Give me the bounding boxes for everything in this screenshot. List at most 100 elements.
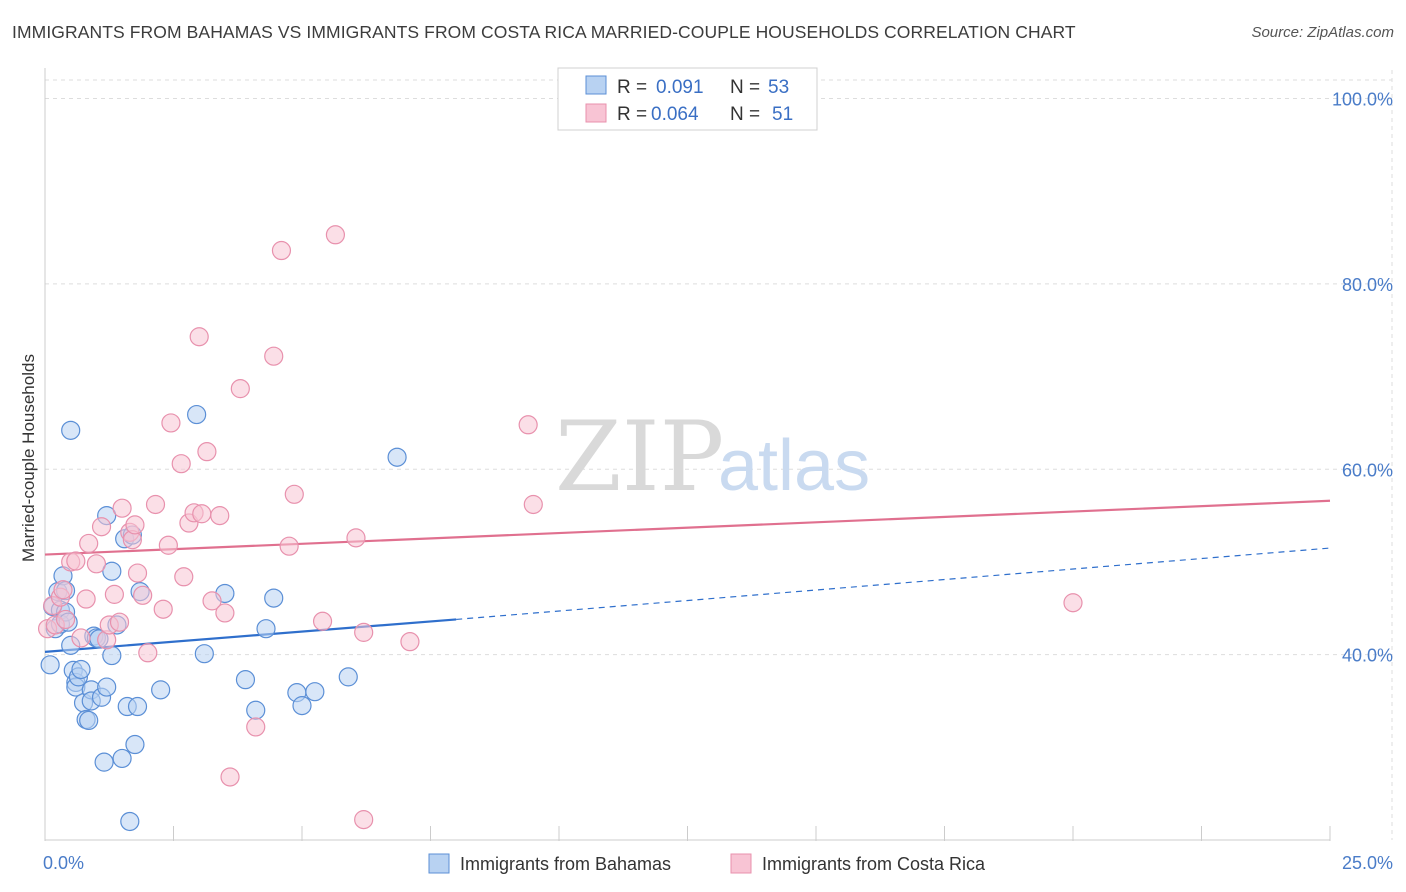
chart-source: Source: ZipAtlas.com	[1251, 24, 1394, 41]
legend-r-label-bahamas: R =	[617, 77, 647, 98]
point-costarica-48	[354, 622, 374, 642]
point-costarica-17	[112, 498, 132, 518]
bottom-legend-swatch-costarica	[730, 853, 752, 874]
point-costarica-23	[138, 643, 158, 663]
point-bahamas-40	[187, 404, 207, 425]
point-costarica-16	[109, 612, 130, 632]
point-costarica-20	[125, 515, 145, 535]
point-bahamas-49	[305, 682, 325, 702]
watermark-atlas: atlas	[718, 426, 870, 506]
point-costarica-51	[518, 415, 538, 435]
point-costarica-12	[91, 517, 112, 537]
point-bahamas-45	[256, 619, 276, 639]
trend-line-costarica	[44, 499, 1331, 556]
point-costarica-41	[264, 346, 284, 366]
y-tick-label-40: 40.0%	[1342, 646, 1393, 666]
point-costarica-28	[171, 454, 191, 474]
point-costarica-39	[230, 379, 250, 399]
point-costarica-11	[86, 554, 107, 574]
bottom-legend-label-costarica: Immigrants from Costa Rica	[762, 854, 986, 874]
point-costarica-34	[197, 442, 217, 462]
point-costarica-47	[346, 528, 366, 548]
point-costarica-27	[161, 413, 181, 433]
trend-line-bahamas-extension	[456, 547, 1331, 621]
point-costarica-49	[354, 810, 374, 830]
point-costarica-36	[210, 506, 230, 526]
point-bahamas-26	[97, 677, 117, 697]
point-costarica-50	[400, 632, 420, 652]
point-costarica-38	[220, 767, 240, 787]
legend-r-label-costarica: R =	[617, 104, 647, 125]
watermark: ZIP atlas	[555, 401, 870, 513]
legend-n-value-costarica: 51	[772, 104, 793, 125]
legend-swatch-bahamas	[585, 75, 607, 95]
point-costarica-5	[55, 609, 76, 630]
point-bahamas-51	[387, 447, 407, 467]
point-costarica-9	[76, 589, 96, 609]
point-bahamas-15	[71, 659, 91, 680]
point-bahamas-0	[40, 655, 60, 675]
x-tick-label-min: 0.0%	[43, 853, 84, 873]
data-points	[37, 225, 1083, 832]
legend-n-label-costarica: N =	[730, 104, 760, 125]
point-bahamas-28	[102, 561, 122, 581]
watermark-zip: ZIP	[555, 401, 724, 513]
chart-title: IMMIGRANTS FROM BAHAMAS VS IMMIGRANTS FR…	[12, 22, 1076, 42]
bottom-legend-swatch-bahamas	[428, 853, 450, 874]
point-costarica-35	[202, 591, 222, 611]
point-costarica-15	[104, 584, 124, 604]
point-bahamas-36	[125, 734, 145, 755]
point-costarica-45	[312, 611, 333, 631]
point-bahamas-25	[94, 752, 114, 772]
grid-lines	[45, 70, 1393, 840]
point-bahamas-44	[246, 700, 266, 720]
point-bahamas-46	[264, 588, 284, 608]
legend-n-label-bahamas: N =	[730, 77, 760, 98]
legend-r-value-costarica: 0.064	[651, 104, 699, 125]
point-costarica-32	[189, 327, 209, 347]
legend: R = 0.091 N = 53 R = 0.064 N = 51	[557, 67, 818, 131]
point-costarica-26	[158, 535, 178, 555]
point-costarica-42	[271, 240, 292, 261]
point-bahamas-43	[235, 670, 256, 690]
point-costarica-10	[79, 533, 99, 554]
point-costarica-21	[127, 563, 148, 583]
point-costarica-24	[145, 494, 166, 515]
point-costarica-7	[66, 551, 86, 571]
trend-lines	[44, 499, 1331, 653]
point-bahamas-31	[112, 748, 132, 769]
point-costarica-43	[279, 536, 299, 556]
point-costarica-29	[174, 567, 194, 587]
point-bahamas-37	[127, 696, 148, 717]
y-tick-label-60: 60.0%	[1342, 460, 1393, 480]
point-bahamas-34	[120, 811, 140, 832]
bottom-legend: Immigrants from Bahamas Immigrants from …	[428, 853, 986, 874]
point-costarica-25	[153, 599, 173, 619]
point-costarica-33	[192, 504, 212, 524]
y-axis-label: Married-couple Households	[19, 354, 38, 562]
point-costarica-46	[325, 225, 346, 245]
point-bahamas-41	[194, 644, 214, 664]
y-tick-label-80: 80.0%	[1342, 275, 1393, 295]
point-costarica-53	[1063, 593, 1083, 613]
point-bahamas-50	[338, 667, 358, 687]
point-costarica-40	[246, 717, 266, 737]
point-bahamas-18	[79, 710, 99, 731]
point-bahamas-48	[292, 696, 312, 716]
legend-n-value-bahamas: 53	[768, 77, 789, 98]
y-tick-label-100: 100.0%	[1332, 90, 1393, 110]
legend-swatch-costarica	[585, 103, 607, 123]
x-tick-labels: 0.0% 25.0%	[43, 853, 1393, 873]
point-costarica-8	[71, 628, 91, 648]
point-costarica-44	[284, 484, 304, 504]
point-costarica-52	[523, 494, 543, 515]
axes	[44, 68, 1331, 841]
y-tick-labels: 40.0% 60.0% 80.0% 100.0%	[1332, 90, 1393, 666]
point-bahamas-10	[61, 420, 81, 440]
point-costarica-4	[53, 580, 73, 600]
legend-r-value-bahamas: 0.091	[656, 77, 704, 98]
point-costarica-37	[215, 603, 235, 623]
bottom-legend-label-bahamas: Immigrants from Bahamas	[460, 854, 671, 874]
point-costarica-22	[133, 585, 153, 605]
